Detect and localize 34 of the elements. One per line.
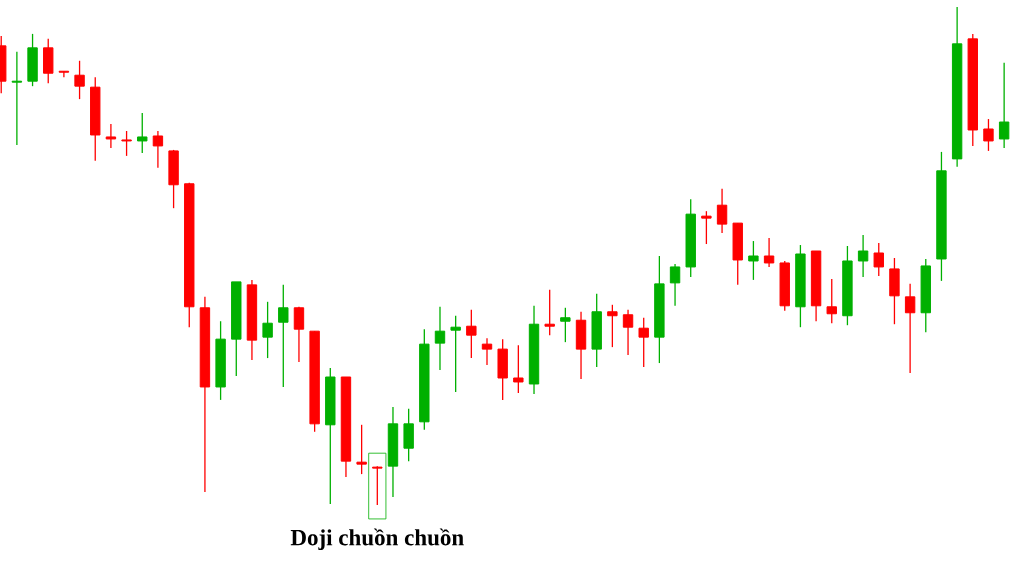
candlestick (466, 309, 477, 359)
candlestick (904, 283, 916, 374)
candlestick (716, 188, 728, 234)
candlestick (560, 307, 571, 343)
candlestick (74, 60, 85, 100)
candlestick (356, 424, 367, 475)
candlestick (826, 278, 837, 324)
candlestick (293, 306, 305, 363)
candlestick (372, 465, 383, 506)
candlestick (121, 130, 132, 157)
candlestick (513, 344, 524, 394)
candlestick (58, 70, 70, 78)
candlestick (669, 263, 681, 307)
candlestick (262, 301, 273, 359)
candlestick (544, 289, 555, 336)
candlestick (450, 315, 461, 393)
text: Doji chuồn chuồn (290, 528, 464, 551)
candlestick (622, 309, 634, 356)
candlestick (11, 51, 23, 146)
candlestick (434, 306, 446, 371)
candlestick (763, 237, 775, 268)
candlestick (105, 123, 117, 149)
candlestick (873, 242, 884, 277)
candlestick (137, 112, 148, 154)
candlestick (152, 130, 164, 169)
candlestick (998, 62, 1010, 149)
candlestick (607, 304, 618, 348)
candlestick (857, 234, 869, 278)
candlestick (481, 337, 493, 366)
candlestick (278, 284, 289, 388)
candlestick (638, 317, 649, 368)
candlestick (983, 118, 994, 152)
candlestick (748, 240, 759, 281)
candlestick (701, 210, 712, 245)
